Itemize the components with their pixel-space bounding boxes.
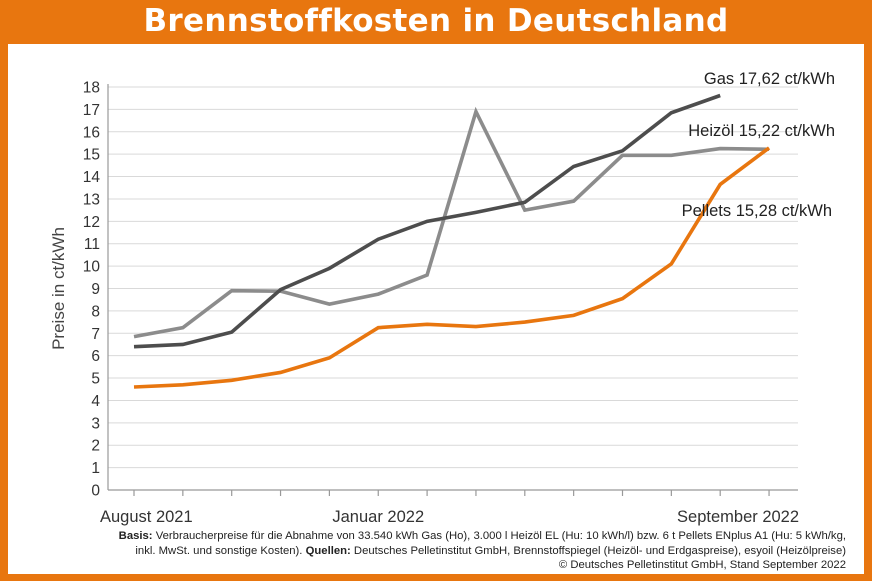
footer-sources: inkl. MwSt. und sonstige Kosten). Quelle… xyxy=(16,544,846,559)
y-tick-label: 15 xyxy=(83,147,100,164)
y-tick-label: 9 xyxy=(91,281,100,298)
y-tick-label: 11 xyxy=(84,236,100,253)
y-tick-label: 3 xyxy=(91,415,100,432)
series-line-gas xyxy=(133,93,721,349)
x-tick-label: September 2022 xyxy=(677,508,799,526)
y-tick-label: 1 xyxy=(91,460,100,477)
basis-label: Basis: xyxy=(118,530,153,542)
y-tick-label: 0 xyxy=(91,483,100,500)
basis-text: Verbraucherpreise für die Abnahme von 33… xyxy=(152,530,846,542)
series-label-pellets: Pellets 15,28 ct/kWh xyxy=(682,202,832,220)
chart-title: Brennstoffkosten in Deutschland xyxy=(143,3,729,39)
y-tick-label: 13 xyxy=(83,191,100,208)
y-axis-label: Preise in ct/kWh xyxy=(49,227,68,350)
footer: Basis: Verbraucherpreise für die Abnahme… xyxy=(8,529,864,574)
series-line-pellets xyxy=(133,146,771,389)
y-tick-label: 18 xyxy=(83,80,100,97)
footer-copyright: © Deutsches Pelletinstitut GmbH, Stand S… xyxy=(558,559,846,571)
y-tick-label: 17 xyxy=(83,102,100,119)
y-tick-label: 14 xyxy=(83,169,101,186)
x-tick-label: August 2021 xyxy=(100,508,193,526)
sources-label: Quellen: xyxy=(305,544,351,557)
y-tick-label: 16 xyxy=(83,124,100,141)
y-tick-label: 5 xyxy=(91,371,100,388)
series-label-gas: Gas 17,62 ct/kWh xyxy=(704,70,835,88)
y-tick-label: 2 xyxy=(91,438,100,455)
x-tick-label: Januar 2022 xyxy=(332,508,424,526)
y-tick-label: 6 xyxy=(91,348,100,365)
series-line-heizoel xyxy=(133,106,770,339)
y-tick-label: 4 xyxy=(91,393,100,410)
y-tick-label: 7 xyxy=(91,326,100,343)
footer-basis: Basis: Verbraucherpreise für die Abnahme… xyxy=(16,529,846,544)
y-tick-label: 12 xyxy=(83,214,100,231)
sources-text: Deutsches Pelletinstitut GmbH, Brennstof… xyxy=(350,544,846,557)
basis-text-cont: inkl. MwSt. und sonstige Kosten). xyxy=(135,544,306,557)
y-tick-label: 10 xyxy=(83,259,101,276)
series-label-heizoel: Heizöl 15,22 ct/kWh xyxy=(688,122,835,140)
chart-panel: 0 1 2 3 4 5 6 7 8 9 10 11 12 13 14 15 16 17 18 August 2021 J… xyxy=(8,44,864,529)
y-tick-label: 8 xyxy=(91,303,100,320)
